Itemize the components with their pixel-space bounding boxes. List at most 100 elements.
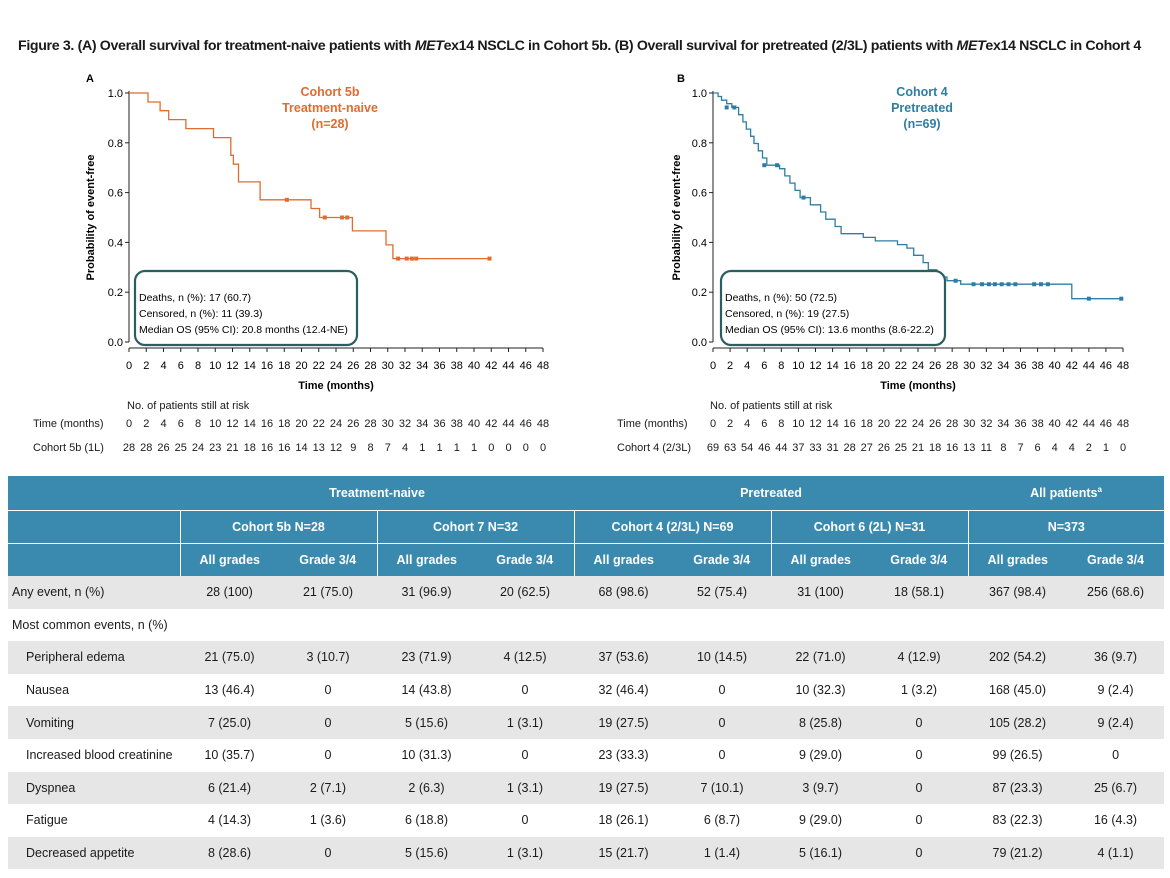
table-cell: 68 (98.6)	[574, 576, 673, 609]
table-cell: 0	[673, 738, 771, 772]
risk-time-value: 22	[894, 418, 908, 430]
cohort-header: Cohort 7 N=32	[376, 510, 574, 544]
risk-time-value: 12	[226, 418, 239, 430]
risk-table-header: No. of patients still at risk	[710, 400, 833, 412]
adverse-events-table-wrap: Treatment-naive Pretreated All patientsa…	[8, 476, 1165, 870]
table-cell: 31 (96.9)	[377, 576, 476, 609]
x-tick-label: 28	[946, 360, 958, 372]
risk-count-value: 7	[1017, 442, 1024, 454]
row-label: Decreased appetite	[8, 836, 180, 870]
row-label: Fatigue	[8, 804, 180, 837]
grade-header: Grade 3/4	[279, 543, 377, 576]
table-cell: 0	[673, 673, 771, 707]
y-axis-label: Probability of event-free	[671, 155, 683, 281]
table-cell	[476, 608, 574, 642]
censor-mark	[986, 282, 991, 287]
risk-count-value: 28	[843, 442, 856, 454]
risk-count-value: 28	[122, 442, 136, 454]
table-cell	[180, 608, 279, 642]
table-cell: 6 (21.4)	[180, 771, 279, 805]
risk-count-value: 13	[963, 442, 976, 454]
censor-mark	[414, 256, 419, 261]
grade-header: Grade 3/4	[870, 543, 969, 576]
risk-time-value: 40	[1048, 418, 1061, 430]
censor-mark	[404, 256, 409, 261]
x-tick-label: 6	[178, 360, 184, 372]
risk-count-value: 12	[329, 442, 343, 454]
x-tick-label: 36	[433, 360, 445, 372]
table-cell: 0	[476, 673, 574, 707]
censor-mark	[396, 256, 401, 261]
table-row: Any event, n (%) 28 (100) 21 (75.0) 31 (96.…	[8, 576, 1165, 609]
x-tick-label: 28	[364, 360, 376, 372]
risk-count-value: 8	[1000, 442, 1007, 454]
row-label: Dyspnea	[8, 771, 180, 805]
risk-count-value: 1	[1102, 442, 1109, 454]
stats-line: Median OS (95% CI): 20.8 months (12.4-NE…	[139, 324, 348, 336]
table-cell: 0	[870, 706, 969, 739]
x-tick-label: 40	[1049, 360, 1061, 372]
table-cell: 0	[1067, 738, 1165, 772]
risk-time-value: 10	[792, 418, 805, 430]
header-blank	[8, 510, 180, 544]
stats-line: Deaths, n (%): 50 (72.5)	[725, 292, 837, 304]
censor-mark	[801, 195, 806, 200]
y-axis-label: Probability of event-free	[85, 155, 97, 281]
table-cell: 23 (71.9)	[377, 641, 476, 674]
y-tick-label: 0.8	[108, 138, 123, 150]
table-cell: 256 (68.6)	[1067, 576, 1165, 609]
risk-count-value: 4	[1068, 442, 1075, 454]
table-cell: 52 (75.4)	[673, 576, 771, 609]
risk-count-value: 2	[1085, 442, 1092, 454]
table-cell: 5 (15.6)	[377, 836, 476, 870]
risk-count-value: 16	[946, 442, 959, 454]
x-tick-label: 20	[878, 360, 890, 372]
table-cell: 105 (28.2)	[968, 706, 1068, 739]
table-cell	[1067, 608, 1165, 642]
group-all-patients: All patientsa	[968, 476, 1165, 511]
cohort-header: Cohort 4 (2/3L) N=69	[573, 510, 771, 544]
stats-box	[719, 269, 947, 347]
table-cell: 3 (10.7)	[279, 641, 377, 674]
risk-row-label: Cohort 4 (2/3L)	[617, 442, 691, 454]
risk-time-value: 42	[485, 418, 498, 430]
table-row: Vomiting 7 (25.0) 0 5 (15.6) 1 (3.1) 19 (27.5…	[8, 706, 1165, 739]
table-cell: 19 (27.5)	[574, 771, 673, 805]
table-row: Peripheral edema 21 (75.0) 3 (10.7) 23 (71.…	[8, 641, 1165, 674]
y-tick-label: 0.8	[692, 138, 707, 150]
legend-text: Pretreated	[891, 101, 953, 115]
censor-mark	[322, 215, 327, 220]
x-tick-label: 0	[126, 360, 132, 372]
table-cell: 87 (23.3)	[968, 771, 1068, 805]
table-cell: 28 (100)	[180, 576, 279, 609]
risk-count-value: 16	[260, 442, 274, 454]
risk-count-value: 18	[928, 442, 942, 454]
risk-time-value: 18	[278, 418, 291, 430]
x-tick-label: 4	[744, 360, 750, 372]
y-tick-label: 0.4	[692, 237, 707, 249]
table-cell: 9 (2.4)	[1067, 673, 1165, 707]
risk-count-value: 63	[723, 442, 737, 454]
panel-label: B	[677, 73, 685, 85]
table-cell: 8 (25.8)	[771, 706, 870, 739]
risk-count-value: 18	[243, 442, 256, 454]
risk-count-value: 23	[209, 442, 222, 454]
table-cell: 0	[673, 706, 771, 739]
risk-time-value: 36	[433, 418, 446, 430]
table-row: Fatigue 4 (14.3) 1 (3.6) 6 (18.8) 0 18 (26.1)…	[8, 804, 1165, 837]
risk-time-value: 40	[467, 418, 481, 430]
risk-time-value: 4	[160, 418, 167, 430]
table-cell: 1 (1.4)	[673, 836, 771, 870]
table-cell: 18 (58.1)	[870, 576, 969, 609]
legend-text: (n=28)	[311, 117, 348, 131]
censor-mark	[1119, 296, 1124, 301]
table-cell: 3 (9.7)	[771, 771, 870, 805]
risk-count-value: 37	[792, 442, 805, 454]
table-cell: 31 (100)	[771, 576, 870, 609]
risk-time-value: 16	[260, 418, 274, 430]
y-tick-label: 1.0	[692, 88, 707, 100]
legend-text: Cohort 5b	[300, 85, 359, 99]
x-tick-label: 16	[844, 360, 856, 372]
table-cell: 4 (12.9)	[870, 641, 969, 674]
table-cell: 4 (14.3)	[180, 804, 279, 837]
